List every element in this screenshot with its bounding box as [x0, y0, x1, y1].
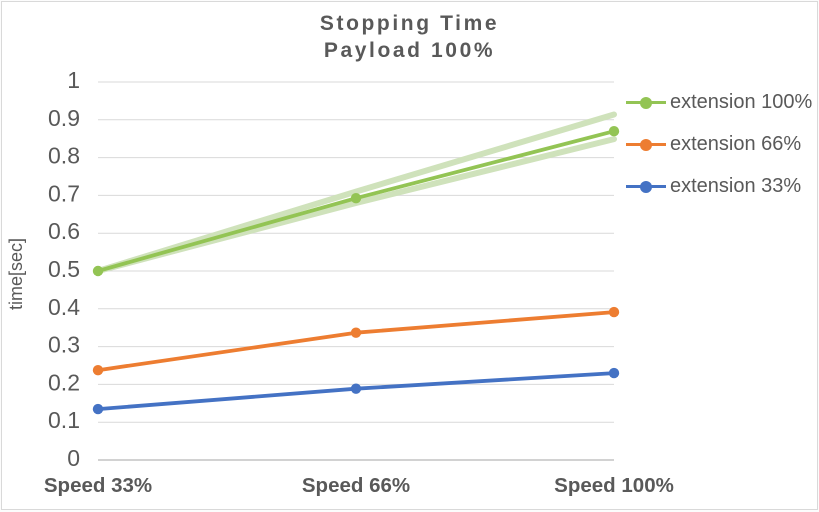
svg-text:0.3: 0.3 [48, 332, 80, 358]
svg-text:0.5: 0.5 [48, 256, 80, 282]
svg-text:time[sec]: time[sec] [6, 238, 26, 310]
svg-text:0.4: 0.4 [48, 294, 80, 320]
svg-text:Speed 66%: Speed 66% [302, 474, 410, 497]
svg-text:0.2: 0.2 [48, 369, 80, 395]
svg-text:0.6: 0.6 [48, 218, 80, 244]
svg-text:0.7: 0.7 [48, 180, 80, 206]
svg-text:0: 0 [67, 445, 80, 471]
svg-text:0.9: 0.9 [48, 105, 80, 131]
svg-text:0.8: 0.8 [48, 143, 80, 169]
svg-text:Speed 100%: Speed 100% [554, 474, 674, 497]
svg-text:0.1: 0.1 [48, 407, 80, 433]
svg-text:1: 1 [67, 67, 80, 93]
svg-text:Speed 33%: Speed 33% [44, 474, 152, 497]
